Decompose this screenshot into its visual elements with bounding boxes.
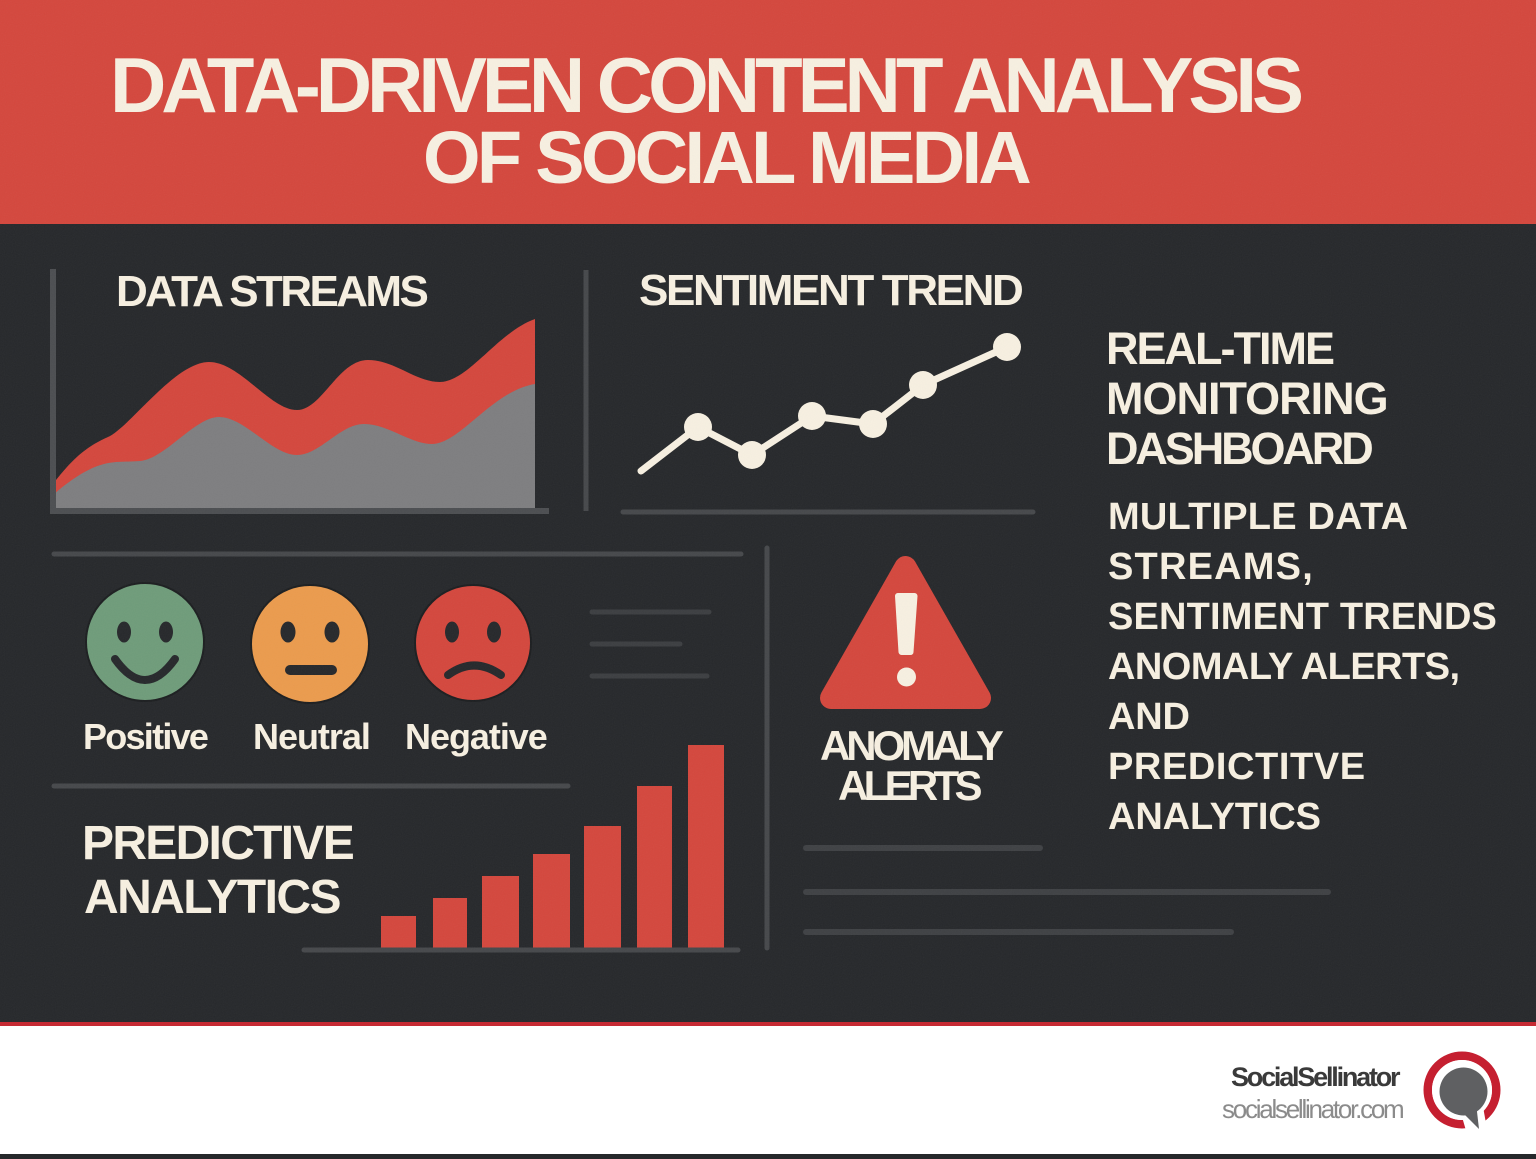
svg-text:SocialSellinator: SocialSellinator bbox=[1231, 1062, 1401, 1092]
svg-text:socialsellinator.com: socialsellinator.com bbox=[1222, 1094, 1403, 1124]
